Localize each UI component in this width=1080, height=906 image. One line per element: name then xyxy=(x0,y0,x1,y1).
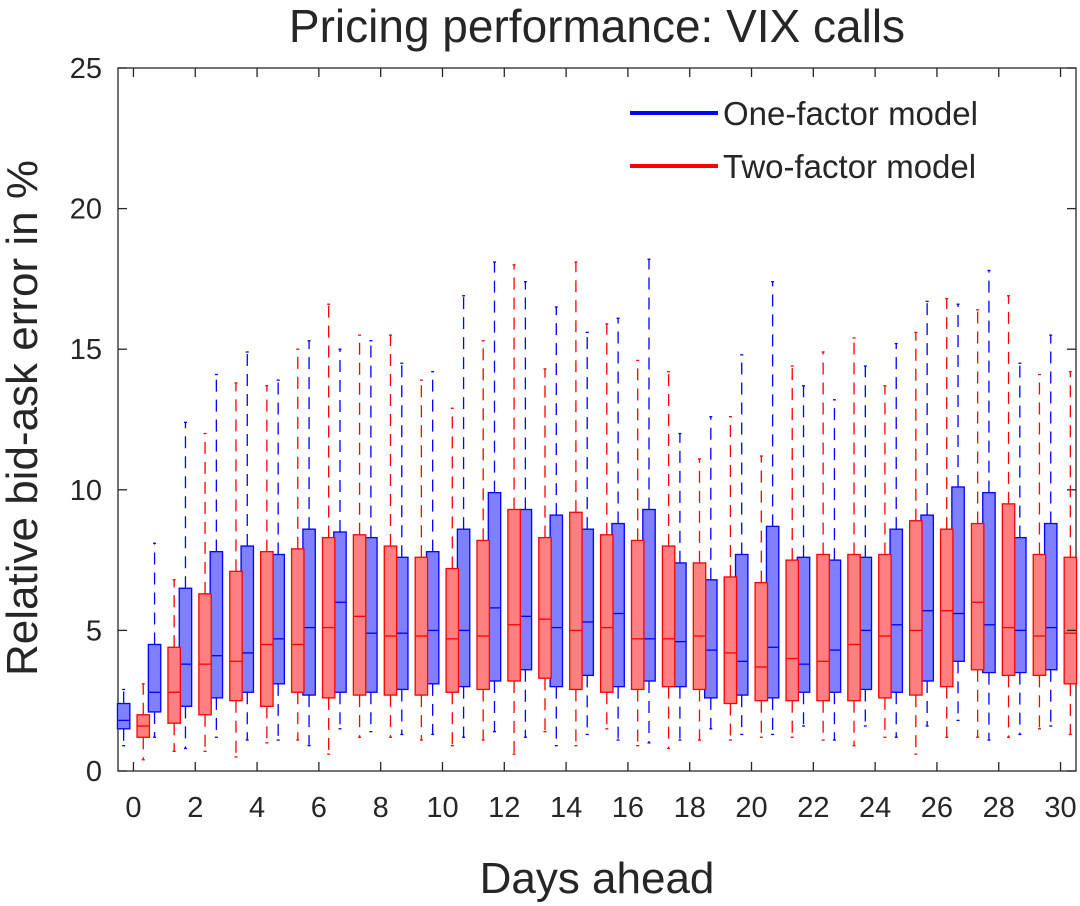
x-tick-label: 4 xyxy=(249,792,265,824)
box xyxy=(1001,503,1016,677)
box xyxy=(878,553,892,699)
box xyxy=(178,587,193,707)
box xyxy=(754,581,769,702)
box xyxy=(394,556,409,691)
box xyxy=(260,551,274,707)
box xyxy=(425,551,440,685)
box xyxy=(569,511,583,691)
box xyxy=(611,522,625,688)
box xyxy=(982,491,996,674)
box xyxy=(816,553,830,702)
box xyxy=(167,646,182,724)
box xyxy=(445,567,460,693)
box xyxy=(116,702,131,730)
box xyxy=(734,553,749,696)
box xyxy=(920,514,934,682)
box xyxy=(661,545,676,688)
box xyxy=(673,562,687,688)
box xyxy=(383,545,398,696)
x-tick-label: 24 xyxy=(859,792,891,824)
box xyxy=(518,508,533,671)
legend-label: Two-factor model xyxy=(723,148,976,185)
box xyxy=(889,528,904,693)
x-tick-label: 8 xyxy=(373,792,389,824)
plot-area xyxy=(116,67,1078,772)
y-tick-label: 20 xyxy=(70,194,102,226)
x-tick-label: 30 xyxy=(1044,792,1076,824)
x-tick-label: 12 xyxy=(488,792,520,824)
x-axis: 0 2 4 6 8 10 12 14 16 18 20 22 24 26 28 30 xyxy=(125,68,1077,824)
x-tick-label: 2 xyxy=(187,792,203,824)
y-tick-label: 25 xyxy=(70,53,102,85)
box xyxy=(414,556,429,696)
chart-title: Pricing performance: VIX calls xyxy=(289,0,905,52)
x-tick-label: 16 xyxy=(612,792,644,824)
box xyxy=(476,539,491,691)
box xyxy=(765,525,780,699)
y-tick-label: 0 xyxy=(86,756,102,788)
axes-frame xyxy=(117,67,1077,772)
box xyxy=(692,562,707,691)
box xyxy=(1043,522,1058,671)
box xyxy=(302,528,316,696)
box xyxy=(580,528,595,677)
box xyxy=(240,545,255,693)
box xyxy=(630,539,645,691)
series-two-factor xyxy=(136,261,1078,761)
legend-item-one-factor: One-factor model xyxy=(630,95,978,132)
box xyxy=(1012,536,1027,674)
legend: One-factor model Two-factor model xyxy=(630,95,978,185)
box xyxy=(271,553,286,685)
box xyxy=(827,559,842,693)
x-tick-label: 10 xyxy=(426,792,458,824)
box xyxy=(599,534,614,693)
box xyxy=(1032,553,1047,677)
box xyxy=(847,553,861,702)
box xyxy=(642,508,656,682)
x-tick-label: 6 xyxy=(311,792,327,824)
box xyxy=(703,579,718,699)
legend-item-two-factor: Two-factor model xyxy=(630,148,976,185)
x-tick-label: 26 xyxy=(921,792,953,824)
box xyxy=(198,593,212,716)
y-axis-label: Relative bid-ask error in % xyxy=(0,160,47,676)
box xyxy=(1063,556,1078,685)
box xyxy=(321,536,336,699)
box xyxy=(538,536,552,679)
box xyxy=(908,520,923,696)
box xyxy=(456,528,471,688)
box xyxy=(549,514,564,688)
x-axis-label: Days ahead xyxy=(480,854,715,903)
box xyxy=(290,548,305,693)
legend-label: One-factor model xyxy=(723,95,978,132)
y-tick-label: 15 xyxy=(70,334,102,366)
box xyxy=(796,556,811,693)
box xyxy=(939,528,954,688)
x-tick-label: 0 xyxy=(125,792,141,824)
box xyxy=(209,551,224,699)
x-tick-label: 18 xyxy=(674,792,706,824)
box xyxy=(229,570,243,702)
box xyxy=(970,522,985,671)
box xyxy=(333,531,347,693)
box xyxy=(858,556,873,691)
box xyxy=(487,491,502,682)
x-tick-label: 20 xyxy=(735,792,767,824)
x-tick-label: 28 xyxy=(983,792,1015,824)
box xyxy=(352,534,367,696)
x-tick-label: 22 xyxy=(797,792,829,824)
box xyxy=(364,536,378,693)
box xyxy=(507,508,521,682)
x-tick-label: 14 xyxy=(550,792,582,824)
y-tick-label: 5 xyxy=(86,615,102,647)
y-tick-label: 10 xyxy=(70,475,102,507)
box xyxy=(147,643,162,713)
box xyxy=(723,576,738,705)
box xyxy=(951,486,965,662)
y-axis: 0 5 10 15 20 25 xyxy=(70,53,1076,788)
box xyxy=(785,559,800,702)
